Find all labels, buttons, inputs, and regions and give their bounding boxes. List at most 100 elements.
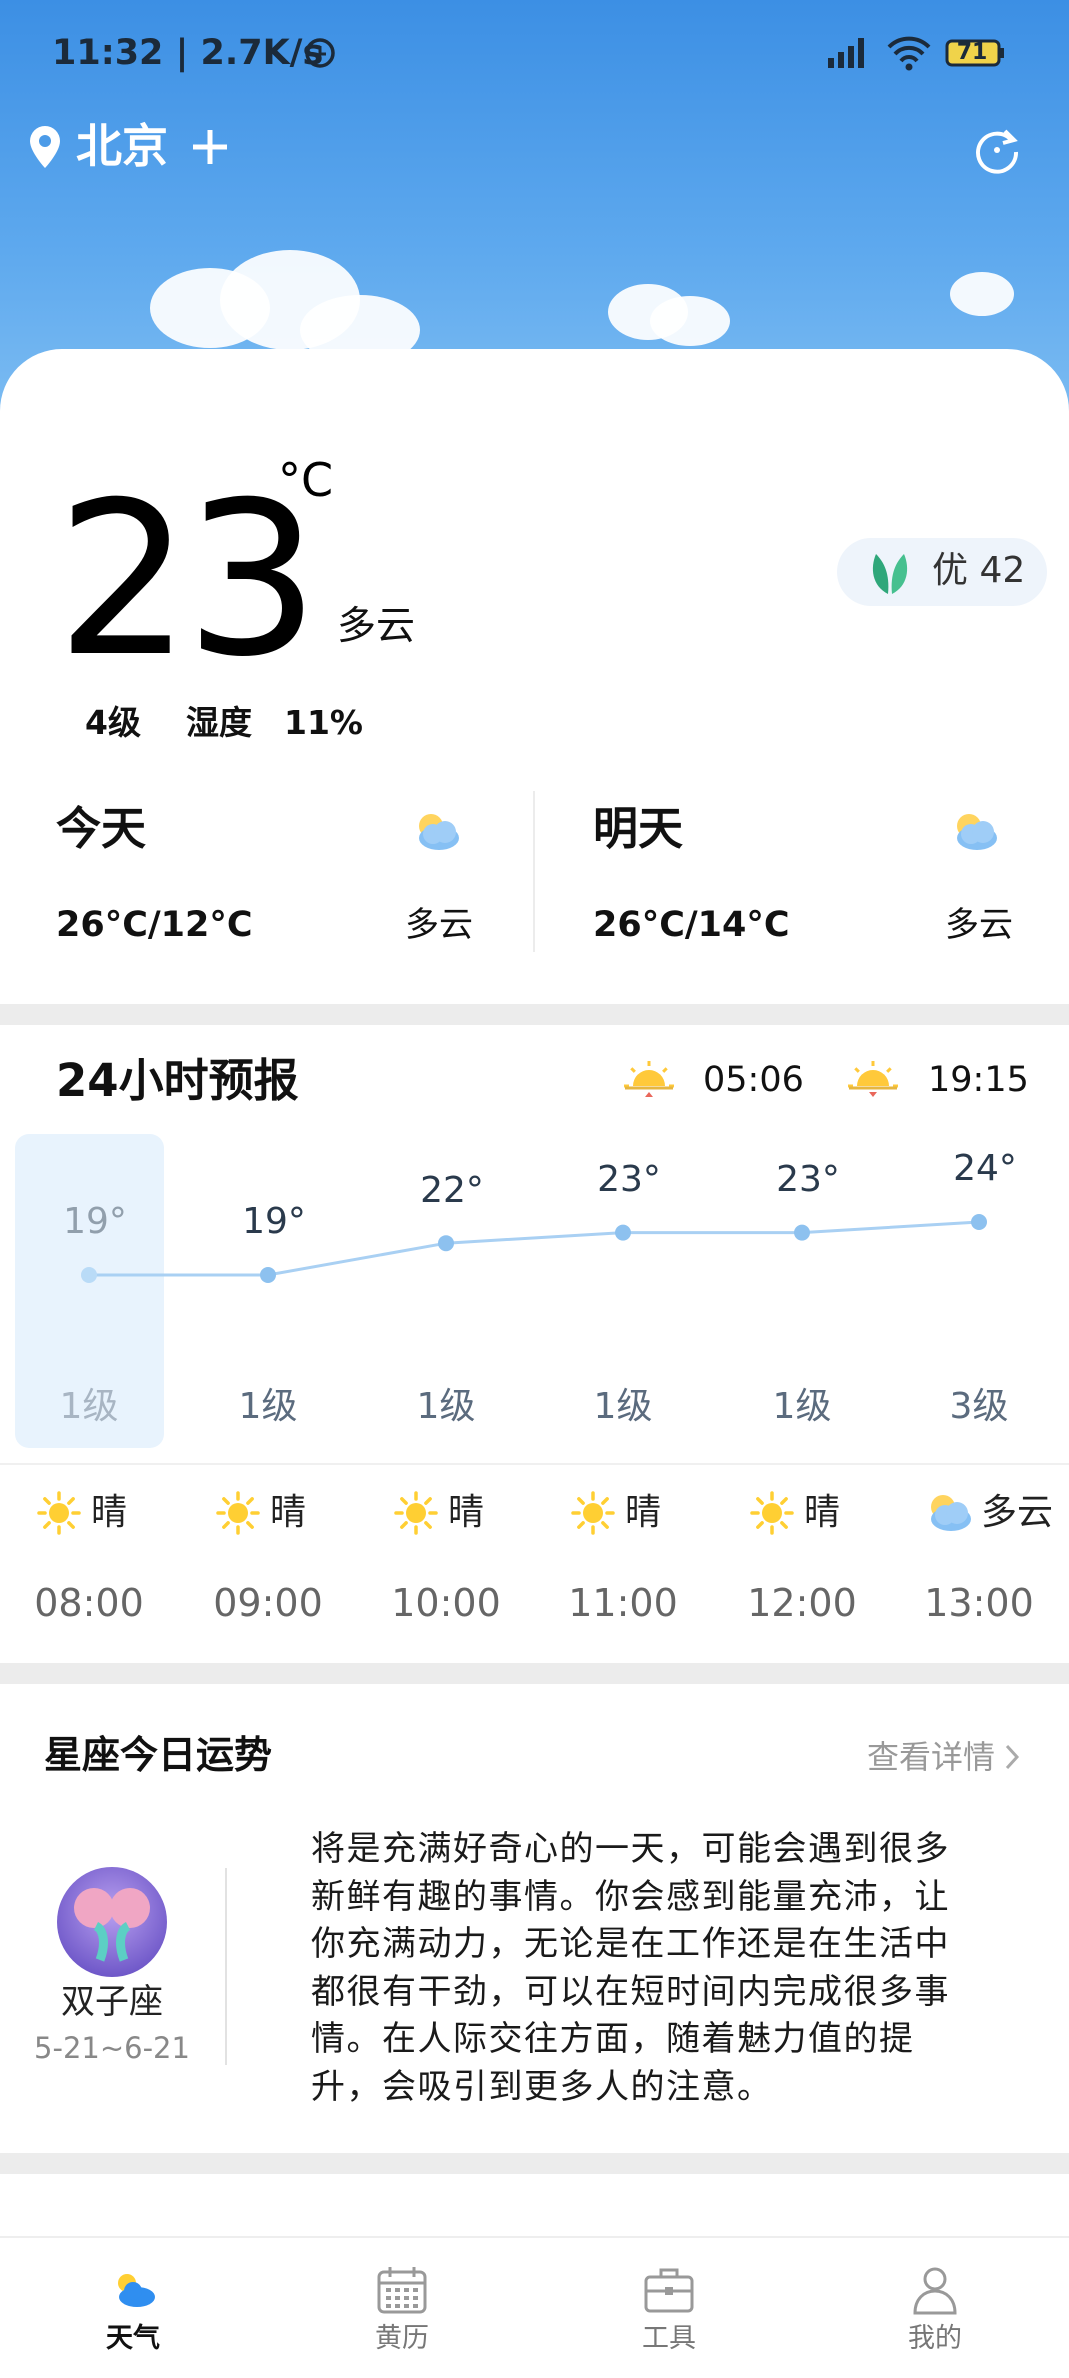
status-time: 11:32 | 2.7K/s bbox=[52, 33, 324, 73]
rect-shape bbox=[377, 2270, 427, 2314]
temperature-dot bbox=[260, 1267, 276, 1283]
horoscope-text: 将是充满好奇心的一天，可能会遇到很多新鲜有趣的事情。你会感到能量充沛，让你充满动… bbox=[311, 1829, 950, 2107]
aqi-pill[interactable] bbox=[837, 538, 1047, 606]
add-city-icon[interactable] bbox=[190, 127, 230, 167]
line-shape bbox=[67, 1497, 75, 1505]
hour-time: 09:00 bbox=[213, 1581, 323, 1626]
nav-label[interactable]: 黄历 bbox=[375, 2322, 429, 2354]
hour-time: 13:00 bbox=[924, 1581, 1034, 1626]
path-shape bbox=[887, 36, 931, 63]
line-shape bbox=[246, 1497, 254, 1505]
line-shape bbox=[222, 1497, 230, 1505]
leaf-icon bbox=[872, 554, 908, 594]
path-shape bbox=[1002, 129, 1018, 145]
circle-shape bbox=[583, 1503, 603, 1523]
hour-temperature: 23° bbox=[776, 1159, 840, 1200]
hour-wind: 3级 bbox=[949, 1386, 1009, 1428]
temperature-dot bbox=[615, 1224, 631, 1241]
nav-label[interactable]: 天气 bbox=[106, 2322, 160, 2354]
hour-temperature: 22° bbox=[420, 1169, 484, 1211]
rect-shape bbox=[386, 2288, 391, 2292]
hour-wind: 1级 bbox=[772, 1386, 832, 1428]
rect-shape bbox=[828, 58, 834, 68]
wind-level: 4级 bbox=[85, 703, 141, 743]
line-shape bbox=[662, 1067, 668, 1073]
chevron-icon[interactable] bbox=[1004, 1743, 1020, 1771]
day-name: 明天 bbox=[593, 802, 684, 855]
sun-icon bbox=[571, 1491, 615, 1535]
refresh-icon[interactable] bbox=[972, 125, 1022, 175]
nav-label[interactable]: 工具 bbox=[642, 2322, 696, 2354]
nav-icon[interactable] bbox=[105, 2263, 161, 2315]
circle-shape bbox=[305, 38, 335, 68]
sunrise-icon bbox=[624, 1061, 674, 1097]
circle-shape bbox=[434, 821, 456, 843]
temperature-unit: °C bbox=[278, 453, 334, 508]
rect-shape bbox=[404, 2304, 409, 2308]
hour-wind: 1级 bbox=[59, 1386, 119, 1428]
aqi[interactable]: 优 42 bbox=[932, 550, 1026, 592]
line-shape bbox=[246, 1521, 254, 1529]
alarm-icon bbox=[305, 38, 335, 68]
rect-shape bbox=[413, 2304, 418, 2308]
rect-shape bbox=[404, 2288, 409, 2292]
path-shape bbox=[869, 1092, 877, 1097]
line-shape bbox=[424, 1521, 432, 1529]
cloud bbox=[950, 272, 1014, 316]
line-shape bbox=[886, 1067, 892, 1073]
line-shape bbox=[577, 1497, 585, 1505]
path-shape bbox=[388, 2267, 416, 2277]
rect-shape bbox=[413, 2296, 418, 2300]
path-shape bbox=[913, 2289, 957, 2315]
nav-icon[interactable] bbox=[374, 2263, 430, 2315]
hour-time: 08:00 bbox=[34, 1581, 144, 1626]
battery-frame bbox=[945, 39, 1004, 67]
line-shape bbox=[222, 1521, 230, 1529]
hour-time: 11:00 bbox=[568, 1581, 678, 1626]
horoscope-divider bbox=[225, 1868, 227, 2065]
hour-condition: 晴 bbox=[448, 1492, 485, 1534]
nav-label[interactable]: 我的 bbox=[908, 2322, 962, 2354]
rect-shape bbox=[665, 2287, 673, 2295]
rect-shape bbox=[848, 46, 854, 68]
temperature-dot bbox=[81, 1267, 97, 1283]
line-shape bbox=[601, 1521, 609, 1529]
circle-shape bbox=[49, 1503, 69, 1523]
rect-shape bbox=[858, 38, 864, 68]
humidity: 11% bbox=[284, 703, 363, 743]
hour-condition: 多云 bbox=[981, 1492, 1054, 1534]
sun-icon bbox=[394, 1491, 438, 1535]
sun-icon bbox=[216, 1491, 260, 1535]
city-name[interactable]: 北京 bbox=[76, 119, 168, 174]
current-condition: 多云 bbox=[337, 603, 416, 649]
main-card bbox=[0, 349, 1069, 2376]
hour-temperature: 19° bbox=[63, 1201, 127, 1243]
line-shape bbox=[756, 1497, 764, 1505]
location-icon[interactable] bbox=[28, 124, 62, 170]
line-shape bbox=[630, 1067, 636, 1073]
sign-avatar bbox=[57, 1867, 167, 1977]
sun-icon bbox=[750, 1491, 794, 1535]
path-shape bbox=[193, 130, 227, 164]
hour-condition: 晴 bbox=[270, 1492, 307, 1534]
sunrise-time: 05:06 bbox=[703, 1060, 804, 1100]
sign-name: 双子座 bbox=[61, 1981, 163, 2022]
rect-shape bbox=[386, 2296, 391, 2300]
rect-shape bbox=[945, 39, 1001, 67]
nav-icon[interactable] bbox=[907, 2263, 963, 2315]
hour-condition: 晴 bbox=[804, 1492, 841, 1534]
day-name: 今天 bbox=[56, 802, 147, 855]
circle-shape bbox=[57, 1867, 167, 1977]
hour-time: 10:00 bbox=[391, 1581, 501, 1626]
line-shape bbox=[780, 1521, 788, 1529]
temp-range: 26°C/14°C bbox=[593, 905, 790, 945]
wifi-icon bbox=[887, 36, 931, 71]
more-link[interactable]: 查看详情 bbox=[866, 1737, 995, 1776]
nav-icon[interactable] bbox=[641, 2263, 697, 2315]
section-separator bbox=[0, 1663, 1069, 1684]
cloud-icon bbox=[931, 1495, 971, 1531]
sign-dates: 5-21~6-21 bbox=[34, 2030, 190, 2065]
path-shape bbox=[633, 1070, 665, 1086]
circle-shape bbox=[972, 821, 994, 843]
signal-icon bbox=[828, 38, 864, 68]
